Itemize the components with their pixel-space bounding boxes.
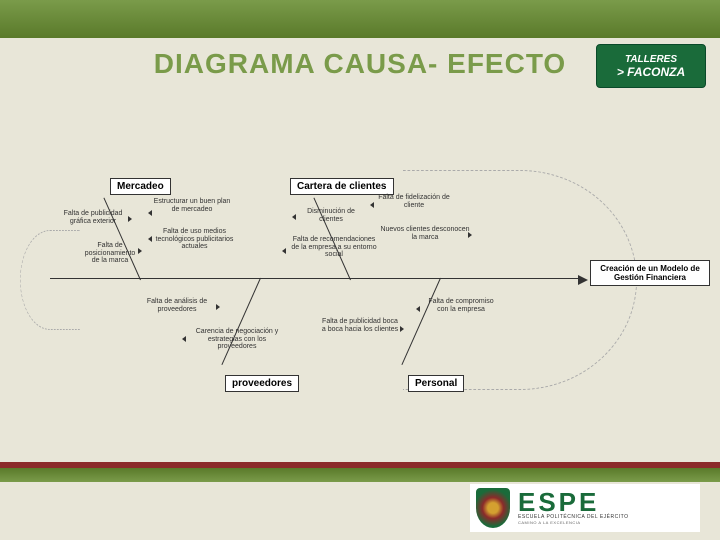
arrow-icon (468, 232, 472, 238)
spine-arrow-icon (578, 275, 588, 285)
cause-plan-mercadeo: Estructurar un buen plan de mercadeo (152, 198, 232, 213)
footer-green-bar (0, 468, 720, 482)
category-proveedores: proveedores (225, 375, 299, 392)
cause-disminucion-clientes: Disminución de clientes (298, 208, 364, 223)
cause-publicidad-exterior: Falta de publicidad gráfica exterior (58, 210, 128, 225)
category-cartera: Cartera de clientes (290, 178, 394, 195)
espe-main: ESPE (518, 491, 628, 514)
arrow-icon (148, 236, 152, 242)
cause-fidelizacion: Falta de fidelización de cliente (375, 194, 453, 209)
spine-line (50, 278, 580, 279)
arrow-icon (216, 304, 220, 310)
arrow-icon (400, 326, 404, 332)
arrow-icon (138, 248, 142, 254)
logo-line2: > FACONZA (617, 65, 685, 79)
category-personal: Personal (408, 375, 464, 392)
category-mercadeo: Mercadeo (110, 178, 171, 195)
cause-medios-tecnologicos: Falta de uso medios tecnológicos publici… (152, 228, 237, 251)
arrow-icon (128, 216, 132, 222)
logo-line1: TALLERES (625, 54, 677, 65)
cause-analisis-proveedores: Falta de análisis de proveedores (138, 298, 216, 313)
faconza-logo: TALLERES > FACONZA (596, 44, 706, 88)
cause-compromiso: Falta de compromiso con la empresa (422, 298, 500, 313)
arrow-icon (148, 210, 152, 216)
cause-recomendaciones: Falta de recomendaciones de la empresa a… (288, 236, 380, 259)
arrow-icon (416, 306, 420, 312)
espe-logo: ESPE ESCUELA POLITÉCNICA DEL EJÉRCITO CA… (470, 484, 700, 532)
fishbone-diagram: Mercadeo Cartera de clientes proveedores… (30, 130, 690, 430)
arrow-icon (292, 214, 296, 220)
cause-boca-a-boca: Falta de publicidad boca a boca hacia lo… (320, 318, 400, 333)
espe-text-block: ESPE ESCUELA POLITÉCNICA DEL EJÉRCITO CA… (518, 491, 628, 525)
arrow-icon (182, 336, 186, 342)
effect-box: Creación de un Modelo de Gestión Financi… (590, 260, 710, 286)
arrow-icon (282, 248, 286, 254)
top-bar (0, 0, 720, 38)
bone-proveedores (221, 278, 261, 365)
fish-head-outline (20, 230, 80, 330)
arrow-icon (370, 202, 374, 208)
cause-posicionamiento: Falta de posicionamiento de la marca (80, 242, 140, 265)
espe-shield-icon (476, 488, 510, 528)
espe-sub2: CAMINO A LA EXCELENCIA (518, 520, 628, 525)
cause-nuevos-clientes: Nuevos clientes desconocen la marca (380, 226, 470, 241)
cause-negociacion: Carencia de negociación y estrategias co… (188, 328, 286, 351)
